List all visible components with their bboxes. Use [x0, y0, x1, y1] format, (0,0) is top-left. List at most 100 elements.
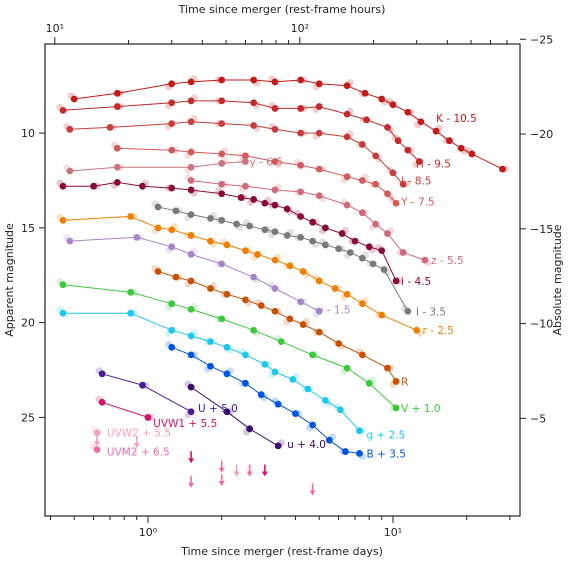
data-point [242, 379, 249, 387]
y-tick-label: 20 [21, 317, 35, 330]
top-tick-label: 10¹ [46, 22, 64, 35]
data-point [315, 129, 323, 137]
right-y-axis-label: Absolute magnitude [551, 224, 564, 335]
data-point [392, 199, 400, 207]
data-point [277, 338, 285, 346]
data-point [346, 249, 354, 256]
data-point [98, 398, 106, 406]
data-point [392, 378, 400, 385]
data-point [218, 180, 226, 188]
upper-limit-head [133, 443, 140, 449]
upper-limit-head [261, 471, 268, 477]
series-label: H - 9.5 [416, 158, 451, 170]
data-point [404, 146, 412, 154]
data-point [172, 273, 180, 281]
data-point [261, 360, 269, 368]
data-point [98, 370, 106, 378]
data-point [168, 99, 176, 107]
data-point [113, 144, 121, 152]
data-point [261, 199, 269, 207]
data-point [380, 266, 388, 273]
data-point [223, 290, 231, 298]
data-point [223, 370, 231, 378]
data-point [499, 165, 506, 173]
data-point [283, 232, 291, 239]
data-point [168, 146, 176, 154]
data-point [343, 290, 351, 298]
data-point [343, 82, 351, 90]
data-point [271, 125, 279, 133]
data-point [315, 103, 323, 110]
upper-limit-head [218, 467, 225, 473]
right-y-tick-label: −25 [530, 33, 553, 46]
x-tick-label: 10¹ [384, 526, 402, 539]
data-point [133, 233, 141, 241]
data-point [342, 448, 349, 455]
data-point [207, 237, 214, 245]
data-point [365, 243, 373, 251]
data-point [218, 97, 226, 105]
data-point [331, 285, 339, 292]
data-point [289, 376, 297, 383]
right-y-tick-label: −20 [530, 128, 553, 141]
data-point [299, 268, 307, 275]
y-tick-label: 25 [21, 411, 35, 424]
data-point [172, 207, 180, 215]
data-point [309, 421, 317, 429]
data-point [372, 220, 380, 228]
series-line [101, 401, 149, 418]
upper-limit-head [233, 471, 240, 477]
data-point [309, 351, 317, 359]
data-point [358, 254, 366, 262]
data-point [309, 237, 317, 245]
series-label: UVW2 + 5.5 [107, 428, 171, 440]
data-point [446, 137, 453, 145]
data-point [389, 169, 397, 177]
series-label: UVM2 + 6.5 [107, 447, 170, 459]
series-w-1-5 [63, 233, 323, 318]
upper-limits [94, 434, 316, 496]
series-label: R [401, 376, 408, 388]
series-y-7-5 [110, 141, 400, 207]
data-point [338, 230, 346, 237]
data-point [242, 152, 249, 160]
series-h-9-5 [56, 94, 423, 169]
data-point [292, 410, 299, 418]
data-point [207, 362, 214, 370]
data-point [113, 103, 121, 110]
data-point [127, 288, 135, 296]
data-point [358, 209, 366, 217]
data-point [358, 351, 366, 359]
data-point [343, 201, 351, 209]
series-label: B + 3.5 [367, 448, 406, 460]
data-point [207, 214, 214, 222]
data-point [271, 285, 279, 292]
data-point [399, 249, 407, 256]
series-i-4-5 [56, 178, 403, 285]
right-y-tick-label: −10 [530, 318, 553, 331]
data-point [394, 137, 402, 145]
data-point [336, 406, 344, 414]
data-point [187, 305, 195, 313]
data-point [384, 230, 391, 237]
series-label: UVW1 + 5.5 [153, 418, 217, 430]
data-point [343, 173, 351, 181]
data-point [297, 161, 305, 169]
data-point [187, 232, 195, 239]
data-point [271, 368, 279, 376]
series-label: K - 10.5 [436, 113, 477, 125]
series-label: r - 2.5 [423, 325, 454, 337]
series-u-4-0 [184, 380, 285, 450]
series-line [191, 180, 426, 261]
data-point [187, 78, 195, 86]
data-point [187, 148, 195, 156]
series-b-3-5 [165, 340, 367, 461]
data-point [315, 277, 323, 285]
data-point [257, 391, 265, 399]
data-point [384, 364, 391, 372]
data-point [315, 165, 323, 173]
data-point [271, 256, 279, 264]
data-point [187, 251, 195, 258]
series-r-2-5 [56, 212, 424, 337]
